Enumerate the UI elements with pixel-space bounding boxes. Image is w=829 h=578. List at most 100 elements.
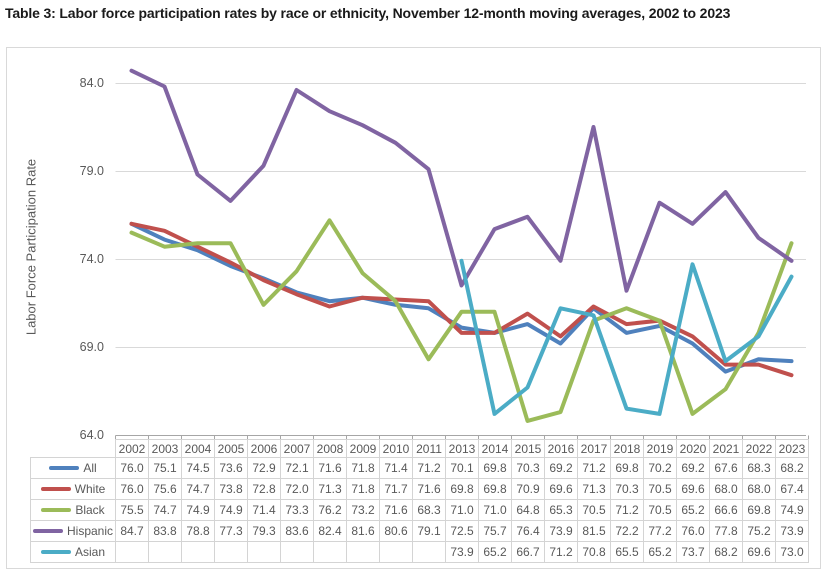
legend-line-swatch	[40, 487, 71, 491]
value-cell: 76.0	[115, 478, 149, 500]
year-header-cell: 2016	[544, 439, 578, 458]
value-cell: 81.6	[346, 520, 380, 542]
value-cell: 69.8	[610, 457, 644, 479]
value-cell: 76.2	[313, 499, 347, 521]
series-label: Black	[75, 503, 105, 517]
value-cell: 69.8	[478, 478, 512, 500]
value-cell: 73.9	[445, 541, 479, 563]
y-axis-tick-label: 84.0	[79, 76, 104, 90]
series-line-hispanic	[129, 68, 794, 293]
value-cell: 69.6	[742, 541, 776, 563]
table-row-asian: Asian 73.9 65.2 66.7 71.2 70.8 65.5 65.2 73.7 68.…	[30, 541, 809, 563]
table-corner-cell	[31, 440, 116, 458]
value-cell: 77.3	[214, 520, 248, 542]
value-cell: 68.0	[709, 478, 743, 500]
value-cell: 83.8	[148, 520, 182, 542]
year-header-cell: 2019	[643, 439, 677, 458]
series-label: White	[74, 482, 106, 496]
value-cell: 71.4	[379, 457, 413, 479]
value-cell: 65.2	[478, 541, 512, 563]
value-cell: 65.2	[643, 541, 677, 563]
series-line-white	[129, 221, 794, 378]
year-header-cell: 2008	[313, 439, 347, 458]
value-cell	[115, 541, 149, 563]
data-table: 2002 2003 2004 2005 2006 2007 2008 2009 2010 2011…	[30, 439, 809, 563]
value-cell: 68.2	[775, 457, 809, 479]
table-row-all: All 76.0 75.1 74.5 73.6 72.9 72.1 71.6 71.8 71.4 7…	[30, 457, 809, 479]
value-cell: 71.2	[412, 457, 446, 479]
value-cell: 76.4	[511, 520, 545, 542]
series-label-cell: Asian	[30, 541, 116, 563]
value-cell: 78.8	[181, 520, 215, 542]
value-cell	[280, 541, 314, 563]
table-row-white: White 76.0 75.6 74.7 73.8 72.8 72.0 71.3 71.8 71.…	[30, 478, 809, 500]
year-header-cell: 2021	[709, 439, 743, 458]
value-cell: 70.1	[445, 457, 479, 479]
series-line-asian	[459, 258, 794, 416]
year-header-cell: 2018	[610, 439, 644, 458]
value-cell: 73.0	[775, 541, 809, 563]
value-cell: 74.9	[775, 499, 809, 521]
value-cell: 74.5	[181, 457, 215, 479]
value-cell	[181, 541, 215, 563]
value-cell: 69.6	[544, 478, 578, 500]
value-cell	[214, 541, 248, 563]
value-cell: 71.8	[346, 478, 380, 500]
value-cell: 66.7	[511, 541, 545, 563]
value-cell: 75.1	[148, 457, 182, 479]
value-cell: 72.0	[280, 478, 314, 500]
year-header-cell: 2015	[511, 439, 545, 458]
value-cell: 71.3	[313, 478, 347, 500]
value-cell: 71.6	[412, 478, 446, 500]
value-cell: 65.2	[676, 499, 710, 521]
value-cell: 73.6	[214, 457, 248, 479]
value-cell: 83.6	[280, 520, 314, 542]
value-cell: 73.2	[346, 499, 380, 521]
value-cell: 71.6	[313, 457, 347, 479]
value-cell: 70.8	[577, 541, 611, 563]
value-cell	[412, 541, 446, 563]
value-cell: 65.3	[544, 499, 578, 521]
value-cell: 77.8	[709, 520, 743, 542]
value-cell: 82.4	[313, 520, 347, 542]
year-header-cell: 2005	[214, 439, 248, 458]
value-cell: 72.8	[247, 478, 281, 500]
value-cell	[379, 541, 413, 563]
legend-line-swatch	[49, 466, 80, 470]
legend-line-swatch	[40, 550, 71, 554]
value-cell: 73.3	[280, 499, 314, 521]
legend-line-swatch	[32, 529, 63, 533]
value-cell: 74.7	[148, 499, 182, 521]
y-axis-tick-label: 79.0	[79, 164, 104, 178]
year-header-cell: 2003	[148, 439, 182, 458]
year-header-cell: 2023	[775, 439, 809, 458]
value-cell: 68.3	[742, 457, 776, 479]
value-cell: 77.2	[643, 520, 677, 542]
year-header-cell: 2020	[676, 439, 710, 458]
value-cell: 70.3	[610, 478, 644, 500]
value-cell: 69.6	[676, 478, 710, 500]
value-cell: 72.1	[280, 457, 314, 479]
value-cell: 70.5	[577, 499, 611, 521]
year-header-cell: 2017	[577, 439, 611, 458]
value-cell: 70.5	[643, 478, 677, 500]
series-label: Asian	[74, 545, 106, 559]
y-axis-tick-label: 74.0	[79, 252, 104, 266]
value-cell	[346, 541, 380, 563]
value-cell: 74.9	[214, 499, 248, 521]
year-header-cell: 2022	[742, 439, 776, 458]
value-cell: 71.2	[610, 499, 644, 521]
value-cell: 71.6	[379, 499, 413, 521]
value-cell: 79.1	[412, 520, 446, 542]
series-line-black	[129, 218, 794, 423]
value-cell: 68.2	[709, 541, 743, 563]
y-axis-tick-label: 69.0	[79, 340, 104, 354]
value-cell: 84.7	[115, 520, 149, 542]
year-header-cell: 2013	[445, 439, 479, 458]
legend-line-swatch	[41, 508, 72, 512]
value-cell: 69.2	[676, 457, 710, 479]
value-cell: 73.9	[544, 520, 578, 542]
year-header-cell: 2007	[280, 439, 314, 458]
series-label-cell: Black	[30, 499, 116, 521]
